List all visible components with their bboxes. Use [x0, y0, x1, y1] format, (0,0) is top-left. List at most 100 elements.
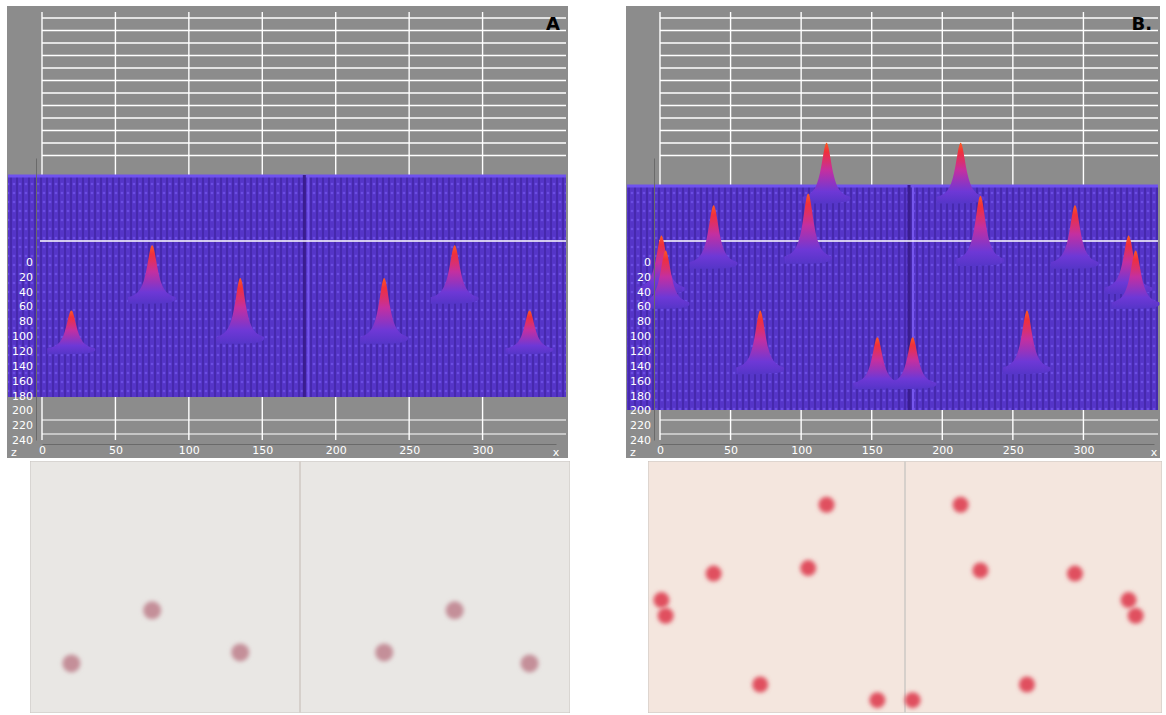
peaks	[637, 143, 1159, 389]
tick: 40	[637, 286, 654, 299]
tick-label: 150	[252, 444, 273, 457]
tick-label: 50	[724, 444, 738, 457]
tick-label: 60	[637, 300, 651, 313]
tick: 160	[12, 375, 36, 388]
cursor-line	[659, 240, 1158, 242]
tick: 100	[791, 444, 812, 457]
grid-decor	[42, 92, 566, 93]
tick: 80	[19, 315, 36, 328]
grid-decor	[42, 80, 566, 81]
grid-decor	[42, 67, 566, 68]
tick: 300	[1073, 444, 1094, 457]
tick-label: 40	[637, 286, 651, 299]
photo	[648, 461, 1162, 713]
tick-label: 100	[12, 330, 33, 343]
tick: 0	[39, 444, 46, 457]
tick-label: 250	[399, 444, 420, 457]
y-axis: 020406080100120140160180200220240	[12, 159, 37, 448]
tick: 140	[630, 360, 654, 373]
tick: 50	[724, 444, 738, 457]
tick-label: 80	[19, 315, 33, 328]
spot	[869, 692, 885, 708]
tick: 60	[637, 300, 654, 313]
peak	[690, 205, 738, 269]
spot	[800, 560, 816, 576]
tick-label: 200	[932, 444, 953, 457]
tick: 50	[109, 444, 123, 457]
spot	[446, 601, 464, 619]
spot	[819, 497, 835, 513]
grid-decor	[42, 117, 566, 118]
tick: 250	[1003, 444, 1024, 457]
tick: 200	[326, 444, 347, 457]
grid-decor	[42, 419, 566, 420]
panel-background	[626, 6, 1160, 458]
tick-label: 0	[26, 256, 33, 269]
x-axis: 0 50 100 150 200 250 300	[39, 444, 557, 457]
tick: 300	[473, 444, 494, 457]
spot	[972, 562, 988, 578]
spot	[1121, 592, 1137, 608]
spot	[653, 592, 669, 608]
panel-label: A	[546, 13, 560, 34]
tick: 200	[630, 404, 654, 417]
tick: 80	[637, 315, 654, 328]
peak	[956, 196, 1004, 266]
spot	[1019, 677, 1035, 693]
tick-label: 0	[39, 444, 46, 457]
tick-label: 300	[473, 444, 494, 457]
surface-seam	[307, 175, 309, 397]
tick: 150	[252, 444, 273, 457]
tick: 0	[657, 444, 664, 457]
tick-label: 180	[630, 389, 651, 402]
surface-band	[8, 175, 566, 397]
tick-label: 20	[637, 271, 651, 284]
tick-label: 150	[862, 444, 883, 457]
peak	[937, 143, 985, 204]
tick: 200	[932, 444, 953, 457]
grid-decor	[42, 155, 566, 156]
x-axis: 0 50 100 150 200 250 300	[657, 444, 1155, 457]
spot	[706, 566, 722, 582]
peak	[803, 143, 851, 204]
tick-label: 120	[630, 345, 651, 358]
tick-label: 0	[644, 256, 651, 269]
tick-label: 300	[1073, 444, 1094, 457]
photo-background	[648, 461, 1162, 713]
axis-line	[36, 159, 37, 441]
peak	[360, 278, 408, 344]
tick: 200	[12, 404, 36, 417]
grid-decor	[42, 55, 566, 56]
tick-label: 160	[630, 375, 651, 388]
tick: 180	[630, 389, 654, 402]
axis-title: x	[553, 446, 560, 459]
tick: 100	[179, 444, 200, 457]
grid-decor	[42, 142, 566, 143]
tick-label: 220	[12, 419, 33, 432]
tick-label: 50	[109, 444, 123, 457]
cursor-line	[40, 240, 566, 242]
grid-decor	[42, 30, 566, 31]
grid-decor	[42, 105, 566, 106]
spot	[1067, 566, 1083, 582]
axis-title: z	[11, 446, 17, 459]
tick-label: 100	[630, 330, 651, 343]
surface-seam	[303, 175, 306, 397]
spot	[1128, 608, 1144, 624]
tick: 220	[630, 419, 654, 432]
figure: 0204060801001201401601802002202400501001…	[0, 0, 1166, 715]
peak	[431, 245, 479, 303]
peak	[889, 337, 937, 389]
tick-label: 140	[12, 360, 33, 373]
spot	[62, 654, 80, 672]
panel-label: B.	[1131, 13, 1152, 34]
grid-decor	[42, 17, 566, 18]
grid-decor	[42, 130, 566, 131]
tick: 100	[630, 330, 654, 343]
axis-title: z	[630, 446, 636, 459]
tick: 120	[12, 345, 36, 358]
tick: 180	[12, 389, 36, 402]
peak	[736, 311, 784, 375]
y-axis: 020406080100120140160180200220240	[630, 159, 655, 448]
tick: 140	[12, 360, 36, 373]
